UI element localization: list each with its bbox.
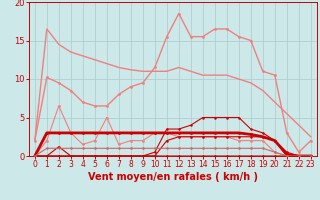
X-axis label: Vent moyen/en rafales ( km/h ): Vent moyen/en rafales ( km/h ) bbox=[88, 172, 258, 182]
